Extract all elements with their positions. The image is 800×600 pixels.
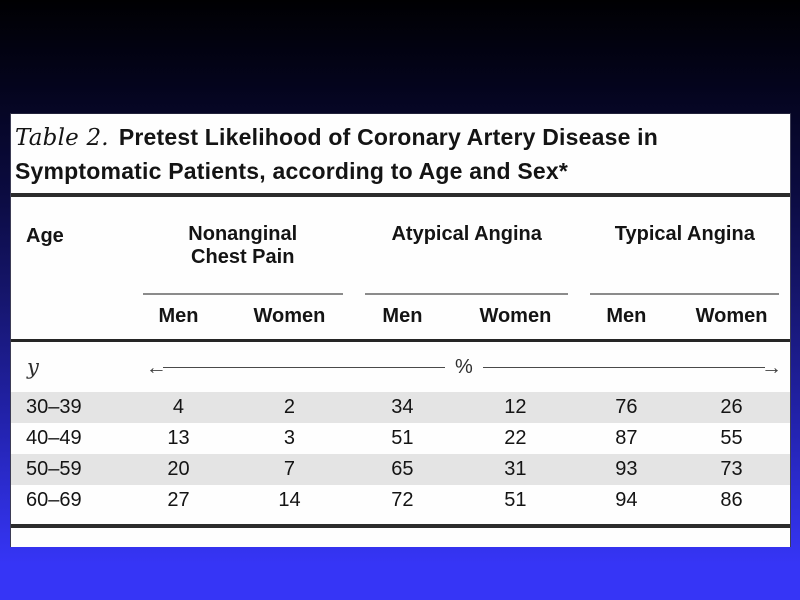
group-label: Nonanginal Chest Pain — [188, 223, 298, 269]
value-cell: 87 — [615, 427, 638, 450]
percent-unit-label: % — [454, 355, 473, 378]
value-cell: 76 — [615, 396, 638, 419]
age-range: 50–59 — [26, 458, 82, 481]
unit-row: y ← % → — [11, 340, 790, 392]
value-cell: 13 — [167, 427, 190, 450]
age-range: 60–69 — [26, 489, 82, 512]
subheader-men: Men — [579, 300, 674, 342]
table-number: Table 2. — [15, 125, 109, 151]
pretest-likelihood-table: Age Nonanginal Chest Pain Atypical Angin… — [11, 197, 790, 516]
group-underline — [365, 292, 569, 295]
group-header-row: Age Nonanginal Chest Pain Atypical Angin… — [11, 197, 790, 342]
value-cell: 26 — [720, 396, 743, 419]
group-label: Typical Angina — [614, 223, 755, 246]
value-cell: 94 — [615, 489, 638, 512]
value-cell: 7 — [283, 458, 296, 481]
value-cell: 3 — [283, 427, 296, 450]
column-header-age: Age — [11, 197, 132, 342]
group-underline-row — [11, 287, 790, 300]
age-unit-label: y — [27, 355, 39, 380]
value-cell: 51 — [391, 427, 414, 450]
table-bottom-rule — [11, 524, 790, 529]
group-label: Atypical Angina — [391, 223, 542, 246]
percent-span-arrow: ← % → — [132, 356, 790, 379]
table-row-30-39: 30–39 4 2 34 12 76 26 — [11, 392, 790, 424]
group-underline — [142, 292, 343, 295]
arrow-right-icon: → — [761, 355, 782, 379]
value-cell: 14 — [278, 489, 301, 512]
value-cell: 4 — [172, 396, 185, 419]
age-range: 30–39 — [26, 396, 82, 419]
column-group-atypical: Atypical Angina — [354, 197, 580, 287]
subheader-women: Women — [225, 300, 354, 342]
value-cell: 51 — [504, 489, 527, 512]
value-cell: 93 — [615, 458, 638, 481]
value-cell: 31 — [504, 458, 527, 481]
value-cell: 27 — [167, 489, 190, 512]
value-cell: 34 — [391, 396, 414, 419]
value-cell: 2 — [283, 396, 296, 419]
value-cell: 72 — [391, 489, 414, 512]
value-cell: 65 — [391, 458, 414, 481]
table-title-text: Pretest Likelihood of Coronary Artery Di… — [15, 124, 659, 184]
table-title: Table 2. Pretest Likelihood of Coronary A… — [11, 114, 790, 198]
value-cell: 20 — [167, 458, 190, 481]
column-group-typical: Typical Angina — [580, 197, 790, 287]
age-range: 40–49 — [26, 427, 82, 450]
table-row-40-49: 40–49 13 3 51 22 87 55 — [11, 423, 790, 454]
value-cell: 86 — [720, 489, 743, 512]
subheader-men: Men — [131, 300, 226, 342]
subheader-men: Men — [353, 300, 452, 342]
table-row-60-69: 60–69 27 14 72 51 94 86 — [11, 485, 790, 516]
arrow-left-icon: ← — [145, 355, 167, 379]
arrow-line — [162, 366, 445, 368]
table-row-50-59: 50–59 20 7 65 31 93 73 — [11, 454, 790, 486]
table-image-panel: Table 2. Pretest Likelihood of Coronary A… — [10, 113, 791, 547]
sex-subheader-row: Men Women Men Women Men Women — [11, 300, 790, 342]
group-underline — [590, 292, 780, 295]
subheader-women: Women — [451, 300, 580, 342]
column-group-nonanginal: Nonanginal Chest Pain — [132, 197, 354, 287]
subheader-women: Women — [673, 300, 790, 342]
value-cell: 22 — [504, 427, 527, 450]
value-cell: 73 — [720, 458, 743, 481]
arrow-line — [482, 366, 765, 368]
value-cell: 12 — [504, 396, 527, 419]
value-cell: 55 — [720, 427, 743, 450]
